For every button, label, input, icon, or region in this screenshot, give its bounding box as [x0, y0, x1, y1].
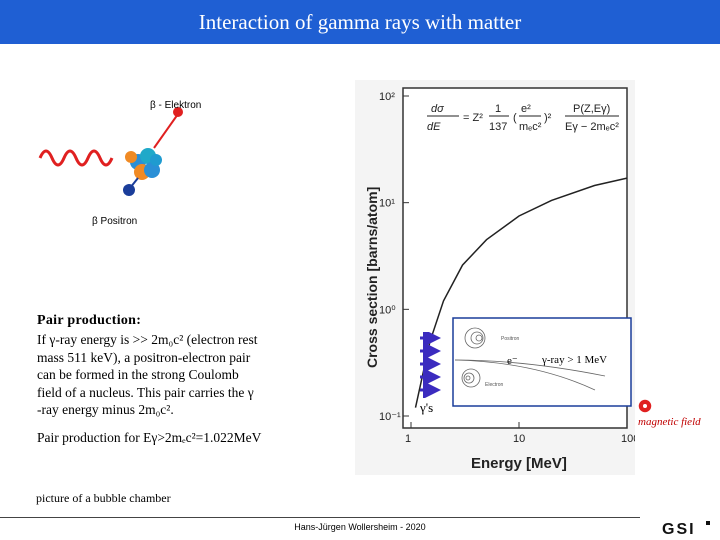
- y-axis-label: Cross section [barns/atom]: [364, 187, 380, 368]
- body-line: can be formed in the strong Coulomb: [37, 367, 239, 383]
- svg-text:GSI: GSI: [662, 521, 696, 538]
- footer-author: Hans-Jürgen Wollersheim - 2020: [294, 522, 426, 532]
- formula: dσ dE = Z² 1 137 ( e² mₑc² )² P(Z,Eγ) Eγ…: [427, 103, 619, 133]
- beta-plus-label: β Positron: [92, 216, 137, 227]
- pair-threshold-text: Pair production for Eγ>2mₑc²=1.022MeV: [37, 430, 262, 445]
- y-tick-label: 10¹: [379, 198, 395, 210]
- magnetic-field-label: magnetic field: [638, 416, 701, 428]
- gsi-logo: GSI: [662, 521, 710, 538]
- svg-text:e²: e²: [521, 103, 531, 115]
- beta-minus-label: β - Elektron: [150, 100, 201, 111]
- svg-text:mₑc²: mₑc²: [519, 121, 542, 133]
- slide-title: Interaction of gamma rays with matter: [198, 10, 522, 34]
- x-tick-label: 100: [621, 433, 635, 445]
- slide-header: Interaction of gamma rays with matter: [0, 0, 720, 44]
- x-tick-label: 10: [513, 433, 525, 445]
- svg-text:)²: )²: [544, 112, 552, 124]
- x-tick-label: 1: [405, 433, 411, 445]
- y-tick-label: 10⁰: [379, 304, 396, 316]
- svg-text:P(Z,Eγ): P(Z,Eγ): [573, 103, 610, 115]
- electron-label: e⁻: [507, 355, 518, 367]
- bubble-chamber-caption: picture of a bubble chamber: [36, 491, 171, 505]
- inset-electron-label: Electron: [485, 382, 504, 388]
- x-axis-label: Energy [MeV]: [471, 455, 567, 472]
- body-line: field of a nucleus. This pair carries th…: [37, 384, 254, 400]
- footer-divider: [0, 517, 640, 518]
- body-line: If γ-ray energy is >> 2m₀c² (electron re…: [37, 332, 258, 348]
- bubble-chamber-inset: [452, 317, 632, 407]
- electron-icon: [173, 107, 183, 117]
- gammas-label: γ's: [420, 400, 434, 415]
- gamma-ray-energy-label: γ-ray > 1 MeV: [542, 354, 608, 366]
- body-line: -ray energy minus 2m₀c².: [37, 402, 174, 418]
- bubble-tracks: [454, 327, 606, 391]
- magnetic-field-icon: [637, 398, 653, 414]
- y-tick-label: 10⁻¹: [379, 411, 401, 423]
- svg-text:137: 137: [489, 121, 507, 133]
- y-tick-label: 10²: [379, 91, 395, 103]
- pair-production-heading: Pair production:: [37, 313, 142, 328]
- svg-text:= Z²: = Z²: [463, 112, 483, 124]
- gamma-wave-icon: [38, 149, 114, 167]
- cross-section-plot: 10² 10¹ 10⁰ 10⁻¹ 1 10 100 Cross section [barns…: [355, 80, 635, 475]
- body-line: mass 511 keV), a positron-electron pair: [37, 349, 251, 365]
- pair-production-text: Pair production: If γ-ray energy is >> 2…: [37, 312, 297, 418]
- pair-production-diagram: β - Elektron β Positron: [38, 100, 201, 227]
- svg-text:(: (: [513, 112, 517, 124]
- svg-text:dσ: dσ: [431, 103, 444, 115]
- svg-text:dE: dE: [427, 121, 441, 133]
- gamma-arrows: [420, 332, 441, 398]
- cross-section-curve: [414, 177, 628, 408]
- svg-text:Eγ − 2mₑc²: Eγ − 2mₑc²: [565, 121, 619, 133]
- svg-text:1: 1: [495, 103, 501, 115]
- positron-icon: [123, 184, 135, 196]
- inset-positron-label: Positron: [501, 336, 520, 342]
